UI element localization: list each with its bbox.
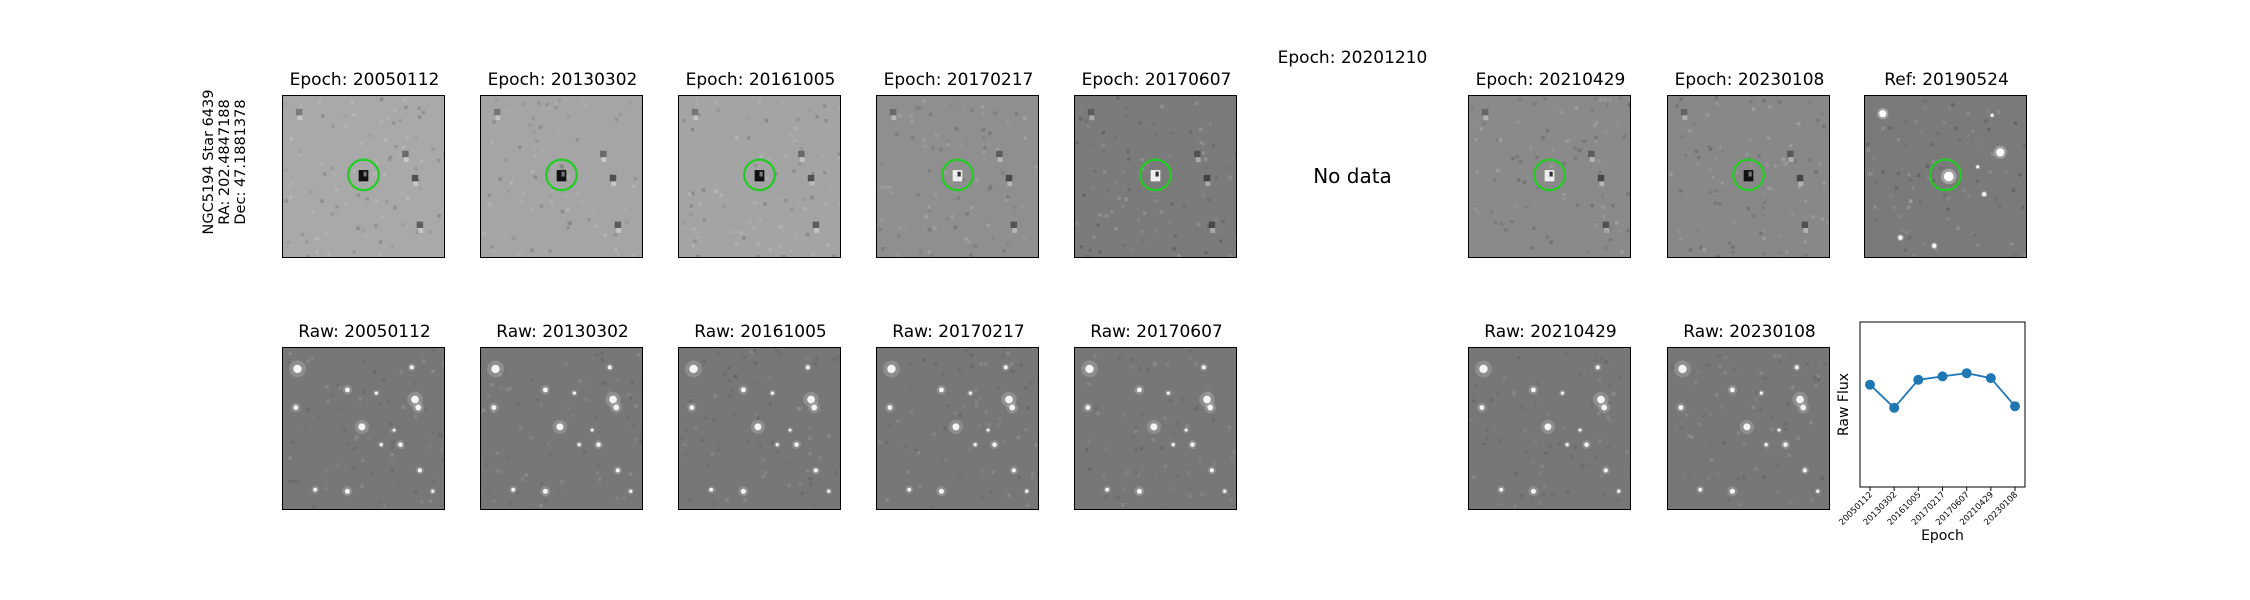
light-curve-svg: 2005011220130302201610052017021720170607… <box>1836 321 2026 544</box>
raw-image <box>1074 347 1237 510</box>
target-ra: RA: 202.4847188 <box>217 99 233 225</box>
diff-panel-title: Epoch: 20170217 <box>883 70 1034 90</box>
raw-image-svg <box>1668 348 1829 509</box>
data-point <box>1937 371 1948 382</box>
target-marker-circle <box>1732 158 1765 192</box>
raw-panel-title: Raw: 20170607 <box>1090 322 1223 342</box>
diff-panel-title: Epoch: 20130302 <box>487 70 638 90</box>
difference-image-svg <box>283 96 444 257</box>
raw-image <box>1667 347 1830 510</box>
difference-image <box>1074 95 1237 258</box>
y-axis-label: Raw Flux <box>1836 373 1852 436</box>
data-point <box>1865 379 1875 390</box>
raw-image <box>282 347 445 510</box>
data-point <box>1961 368 1972 379</box>
raw-image <box>480 347 643 510</box>
difference-image-svg <box>481 96 642 257</box>
data-point <box>1913 374 1924 385</box>
raw-image-svg <box>1469 348 1630 509</box>
difference-image-svg <box>877 96 1038 257</box>
difference-image <box>1468 95 1631 258</box>
raw-panel-title: Raw: 20050112 <box>298 322 431 342</box>
data-point <box>1889 402 1900 413</box>
diff-panel-title: Epoch: 20230108 <box>1674 70 1825 90</box>
difference-image-svg <box>1075 96 1236 257</box>
raw-panel-title: Raw: 20210429 <box>1484 322 1617 342</box>
target-dec: Dec: 47.1881378 <box>233 99 249 225</box>
light-curve-chart: 20050112 20130302 20161005 20170217 20170607… <box>1836 321 2026 544</box>
target-marker-circle <box>347 158 380 192</box>
target-name: NGC5194 Star 6439 <box>201 89 217 235</box>
raw-image <box>876 347 1039 510</box>
no-data-label: No data <box>1313 164 1392 188</box>
raw-panel-title: Raw: 20230108 <box>1683 322 1816 342</box>
difference-image <box>480 95 643 258</box>
diff-panel-title: Epoch: 20050112 <box>289 70 440 90</box>
data-point <box>1985 373 1996 384</box>
raw-panel-title: Raw: 20161005 <box>694 322 827 342</box>
target-marker-circle <box>1139 158 1172 192</box>
target-marker-circle <box>1929 158 1962 192</box>
raw-image-svg <box>283 348 444 509</box>
target-info: NGC5194 Star 6439 RA: 202.4847188 Dec: 4… <box>201 90 249 235</box>
difference-image <box>1667 95 1830 258</box>
data-point <box>2010 401 2020 412</box>
difference-image <box>678 95 841 258</box>
diff-panel-title: Ref: 20190524 <box>1884 70 2009 90</box>
raw-image-svg <box>1075 348 1236 509</box>
difference-image-svg <box>679 96 840 257</box>
difference-image <box>876 95 1039 258</box>
diff-panel-title: Epoch: 20170607 <box>1081 70 1232 90</box>
diff-panel-title: Epoch: 20161005 <box>685 70 836 90</box>
raw-image-svg <box>481 348 642 509</box>
raw-panel-title: Raw: 20130302 <box>496 322 629 342</box>
difference-image-svg <box>1865 96 2026 257</box>
raw-image <box>1468 347 1631 510</box>
raw-panel-title: Raw: 20170217 <box>892 322 1025 342</box>
target-marker-circle <box>545 158 578 192</box>
difference-image-svg <box>1469 96 1630 257</box>
difference-image <box>1864 95 2027 258</box>
diff-panel-title: Epoch: 20201210 <box>1277 48 1428 68</box>
raw-image-svg <box>877 348 1038 509</box>
diff-panel-title: Epoch: 20210429 <box>1475 70 1626 90</box>
x-axis-label: Epoch <box>1921 528 1964 544</box>
plot-frame <box>1859 321 2026 488</box>
raw-image-svg <box>679 348 840 509</box>
target-marker-circle <box>743 158 776 192</box>
difference-image <box>282 95 445 258</box>
target-marker-circle <box>941 158 974 192</box>
difference-image-svg <box>1668 96 1829 257</box>
raw-image <box>678 347 841 510</box>
target-marker-circle <box>1533 158 1566 192</box>
